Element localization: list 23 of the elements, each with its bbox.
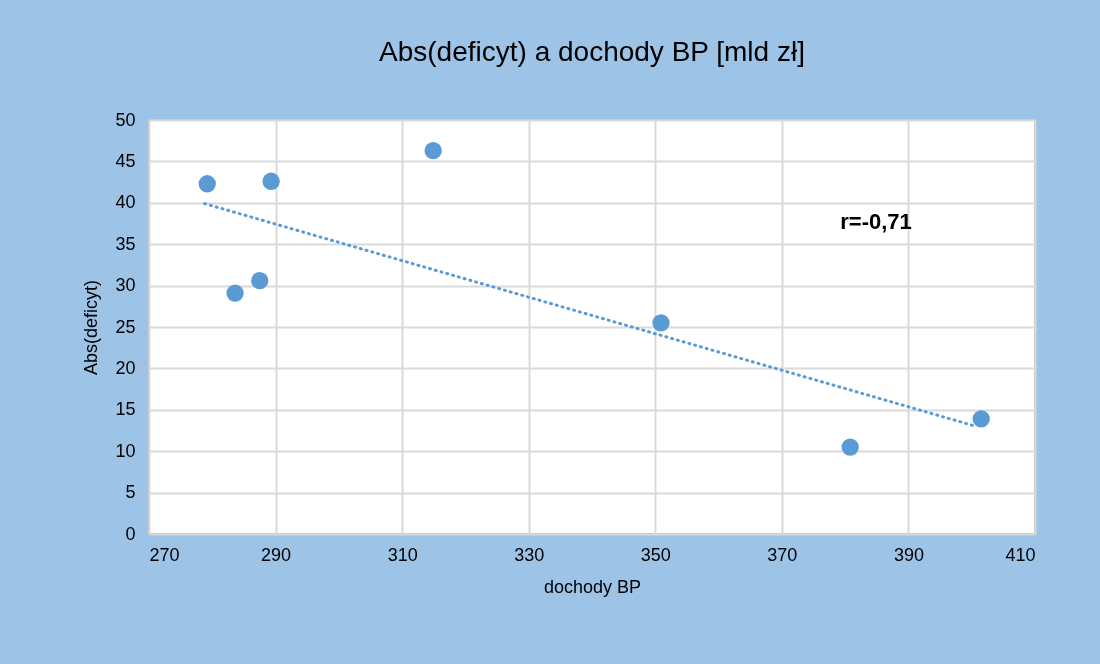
- y-tick-label: 35: [115, 233, 136, 254]
- x-tick-label: 390: [893, 544, 924, 565]
- y-tick-label: 5: [125, 482, 136, 503]
- x-tick-label: 310: [387, 544, 418, 565]
- y-tick-label: 15: [115, 399, 136, 420]
- chart-title: Abs(deficyt) a dochody BP [mld zł]: [379, 36, 805, 67]
- y-tick-label: 50: [115, 109, 136, 130]
- x-tick-label: 410: [1005, 544, 1036, 565]
- x-tick-label: 330: [514, 544, 545, 565]
- y-tick-label: 40: [115, 192, 136, 213]
- y-tick-label: 25: [115, 316, 136, 337]
- x-axis-title: dochody BP: [543, 576, 642, 597]
- y-tick-label: 20: [115, 357, 136, 378]
- x-tick-label: 350: [640, 544, 671, 565]
- annotation: r=-0,71: [840, 209, 912, 234]
- y-axis-title: Abs(deficyt): [81, 279, 102, 376]
- y-tick-label: 0: [125, 523, 136, 544]
- x-tick-label: 290: [261, 544, 292, 565]
- x-tick-label: 370: [767, 544, 798, 565]
- y-tick-label: 45: [115, 150, 136, 171]
- x-tick-label: 270: [149, 544, 180, 565]
- y-tick-label: 10: [115, 440, 136, 461]
- y-tick-label: 30: [115, 275, 136, 296]
